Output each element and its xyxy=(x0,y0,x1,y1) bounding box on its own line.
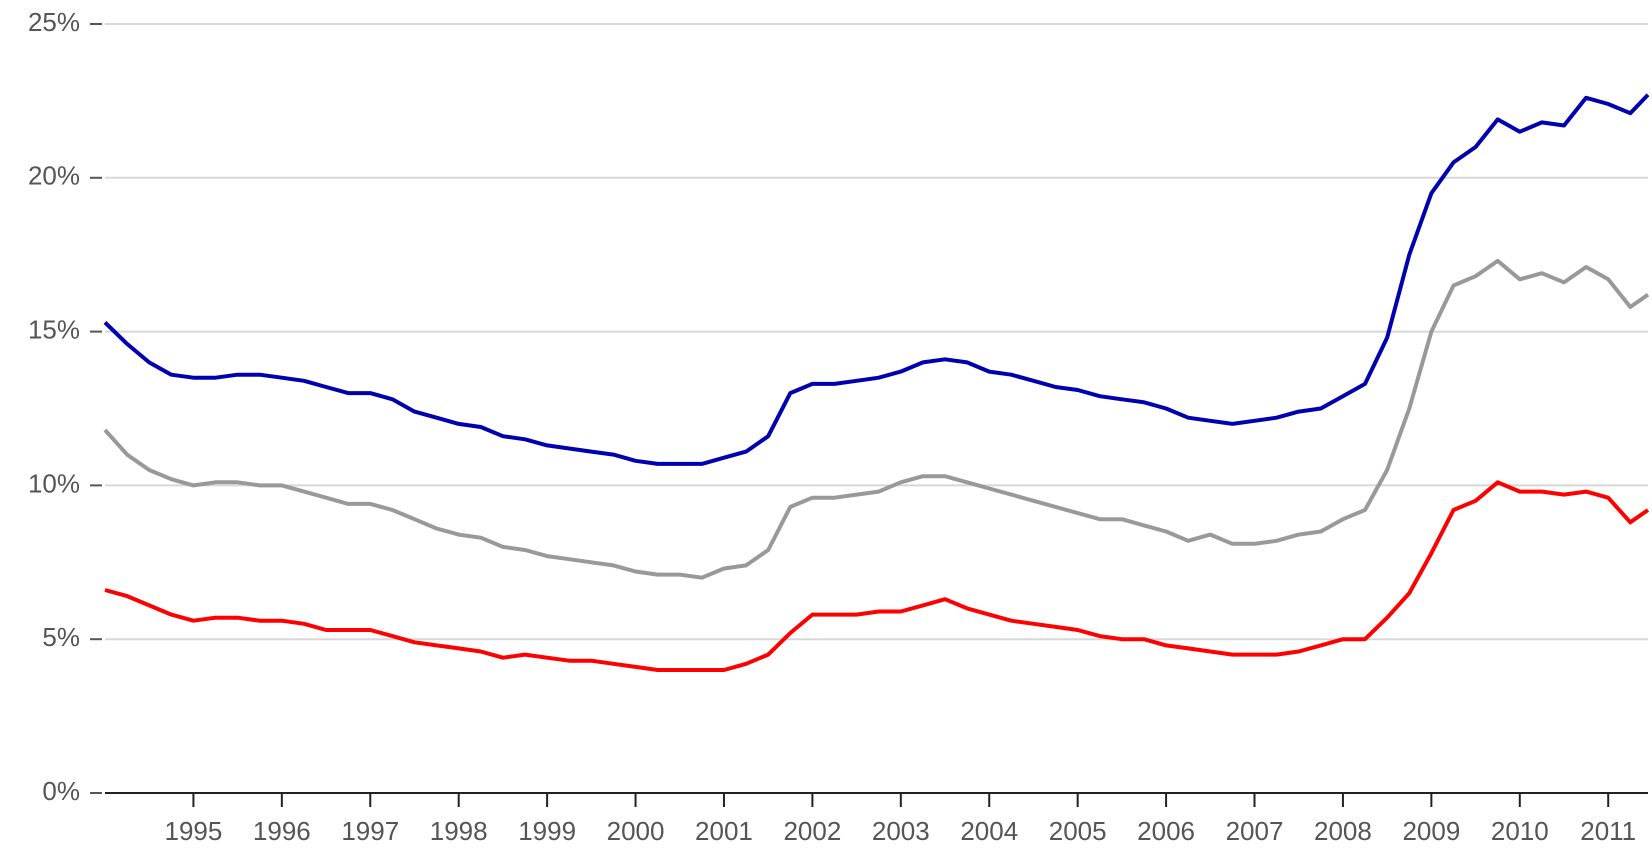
x-tick-label: 1995 xyxy=(165,816,223,846)
x-tick-label: 2011 xyxy=(1580,816,1636,846)
y-tick-label: 10% xyxy=(28,468,80,498)
x-tick-label: 2000 xyxy=(607,816,665,846)
series-line xyxy=(103,258,1650,580)
x-tick-label: 2010 xyxy=(1491,816,1549,846)
y-tick-label: 0% xyxy=(42,776,80,806)
x-tick-label: 2001 xyxy=(695,816,753,846)
y-tick-label: 15% xyxy=(28,314,80,344)
y-tick-label: 20% xyxy=(28,161,80,191)
x-tick-label: 2003 xyxy=(872,816,930,846)
y-tick-label: 25% xyxy=(28,7,80,37)
x-tick-label: 1999 xyxy=(518,816,576,846)
x-tick-label: 2008 xyxy=(1314,816,1372,846)
x-tick-label: 2005 xyxy=(1049,816,1107,846)
x-tick-label: 2007 xyxy=(1226,816,1284,846)
x-tick-label: 2004 xyxy=(960,816,1018,846)
x-tick-label: 2009 xyxy=(1402,816,1460,846)
x-tick-label: 1997 xyxy=(341,816,399,846)
x-tick-label: 1996 xyxy=(253,816,311,846)
y-tick-label: 5% xyxy=(42,622,80,652)
x-tick-label: 1998 xyxy=(430,816,488,846)
series-line xyxy=(104,480,1650,672)
x-tick-label: 2006 xyxy=(1137,816,1195,846)
series-line xyxy=(103,93,1650,466)
x-tick-label: 2002 xyxy=(783,816,841,846)
